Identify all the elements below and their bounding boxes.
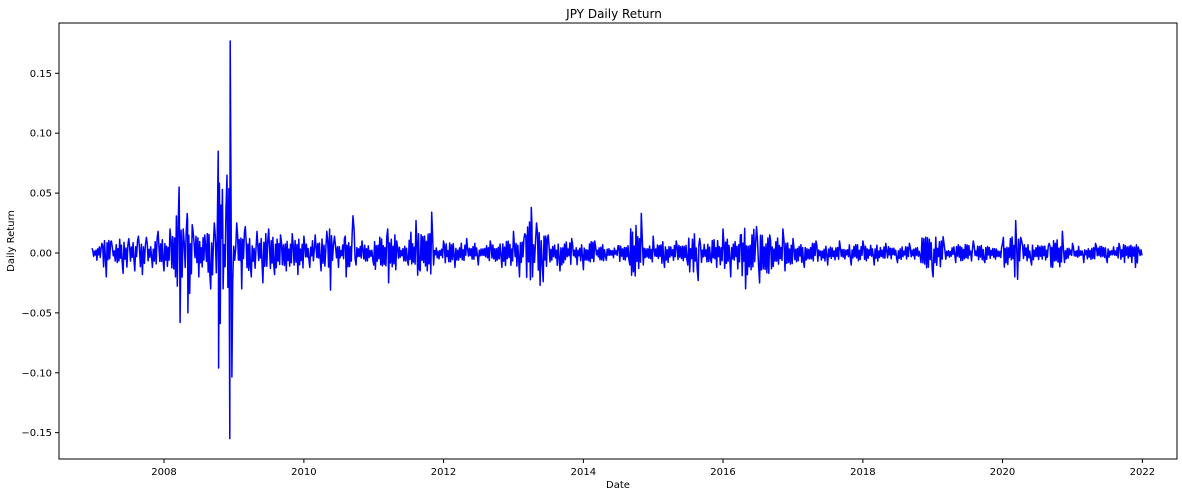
x-axis: 2008 2010 2012 2014 2016 2018 2020 2022 <box>151 459 1155 478</box>
x-tick-label: 2012 <box>431 467 456 478</box>
x-tick-label: 2016 <box>710 467 735 478</box>
x-tick-label: 2020 <box>990 467 1015 478</box>
series-line-0 <box>91 40 1143 440</box>
x-tick-label: 2018 <box>850 467 875 478</box>
x-axis-label: Date <box>606 480 630 491</box>
y-axis-label: Daily Return <box>6 210 17 272</box>
x-tick-label: 2014 <box>571 467 596 478</box>
x-tick-label: 2010 <box>291 467 316 478</box>
plot-area <box>91 40 1143 440</box>
axes-frame <box>58 22 1178 460</box>
y-tick-label: 0.00 <box>30 248 52 259</box>
y-tick-label: 0.05 <box>30 189 52 200</box>
chart-title: JPY Daily Return <box>565 7 662 21</box>
x-tick-label: 2008 <box>151 467 176 478</box>
y-tick-label: −0.10 <box>21 368 52 379</box>
y-tick-label: 0.15 <box>30 69 52 80</box>
y-tick-label: −0.05 <box>21 308 52 319</box>
y-tick-label: 0.10 <box>30 129 52 140</box>
x-tick-label: 2022 <box>1130 467 1155 478</box>
y-axis: −0.15 −0.10 −0.05 0.00 0.05 0.10 0.15 <box>21 69 59 439</box>
y-tick-label: −0.15 <box>21 428 52 439</box>
